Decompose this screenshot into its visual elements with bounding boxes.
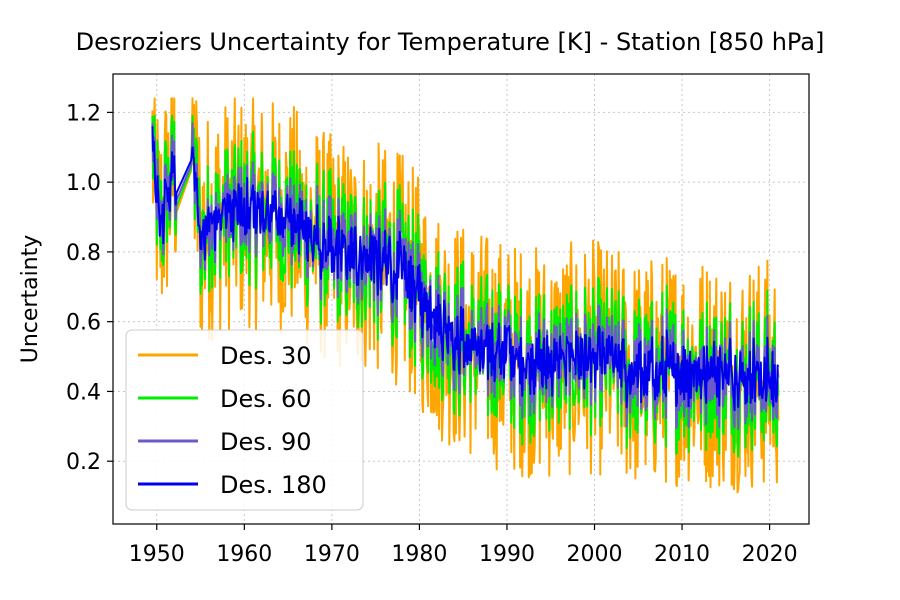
legend: Des. 30 Des. 60 Des. 90 Des. 180 <box>125 329 364 511</box>
legend-label-3: Des. 90 <box>220 428 312 456</box>
legend-label-4: Des. 180 <box>220 471 327 499</box>
legend-label-2: Des. 60 <box>220 385 312 413</box>
x-tick-label: 2020 <box>742 542 798 567</box>
y-axis-label: Uncertainty <box>18 235 43 364</box>
series-line-4 <box>151 126 780 412</box>
x-tick-label: 1950 <box>129 542 185 567</box>
x-tick-label: 1970 <box>304 542 360 567</box>
y-axis: 0.2 0.4 0.6 0.8 1.0 1.2 <box>66 101 113 475</box>
x-tick-label: 1980 <box>391 542 447 567</box>
x-axis: 1950 1960 1970 1980 1990 2000 2010 2020 <box>129 524 798 567</box>
series-layer <box>151 97 780 494</box>
x-tick-label: 2010 <box>654 542 710 567</box>
y-tick-label: 0.2 <box>66 450 101 475</box>
y-tick-label: 0.6 <box>66 311 101 336</box>
chart-title: Desroziers Uncertainty for Temperature [… <box>76 28 825 56</box>
y-tick-label: 0.4 <box>66 380 101 405</box>
y-tick-label: 1.2 <box>66 101 101 126</box>
legend-box <box>125 329 364 511</box>
y-tick-label: 0.8 <box>66 241 101 266</box>
y-tick-label: 1.0 <box>66 171 101 196</box>
plot-frame <box>112 73 810 525</box>
x-tick-label: 2000 <box>567 542 623 567</box>
x-tick-label: 1960 <box>216 542 272 567</box>
legend-label-1: Des. 30 <box>220 342 312 370</box>
x-tick-label: 1990 <box>479 542 535 567</box>
